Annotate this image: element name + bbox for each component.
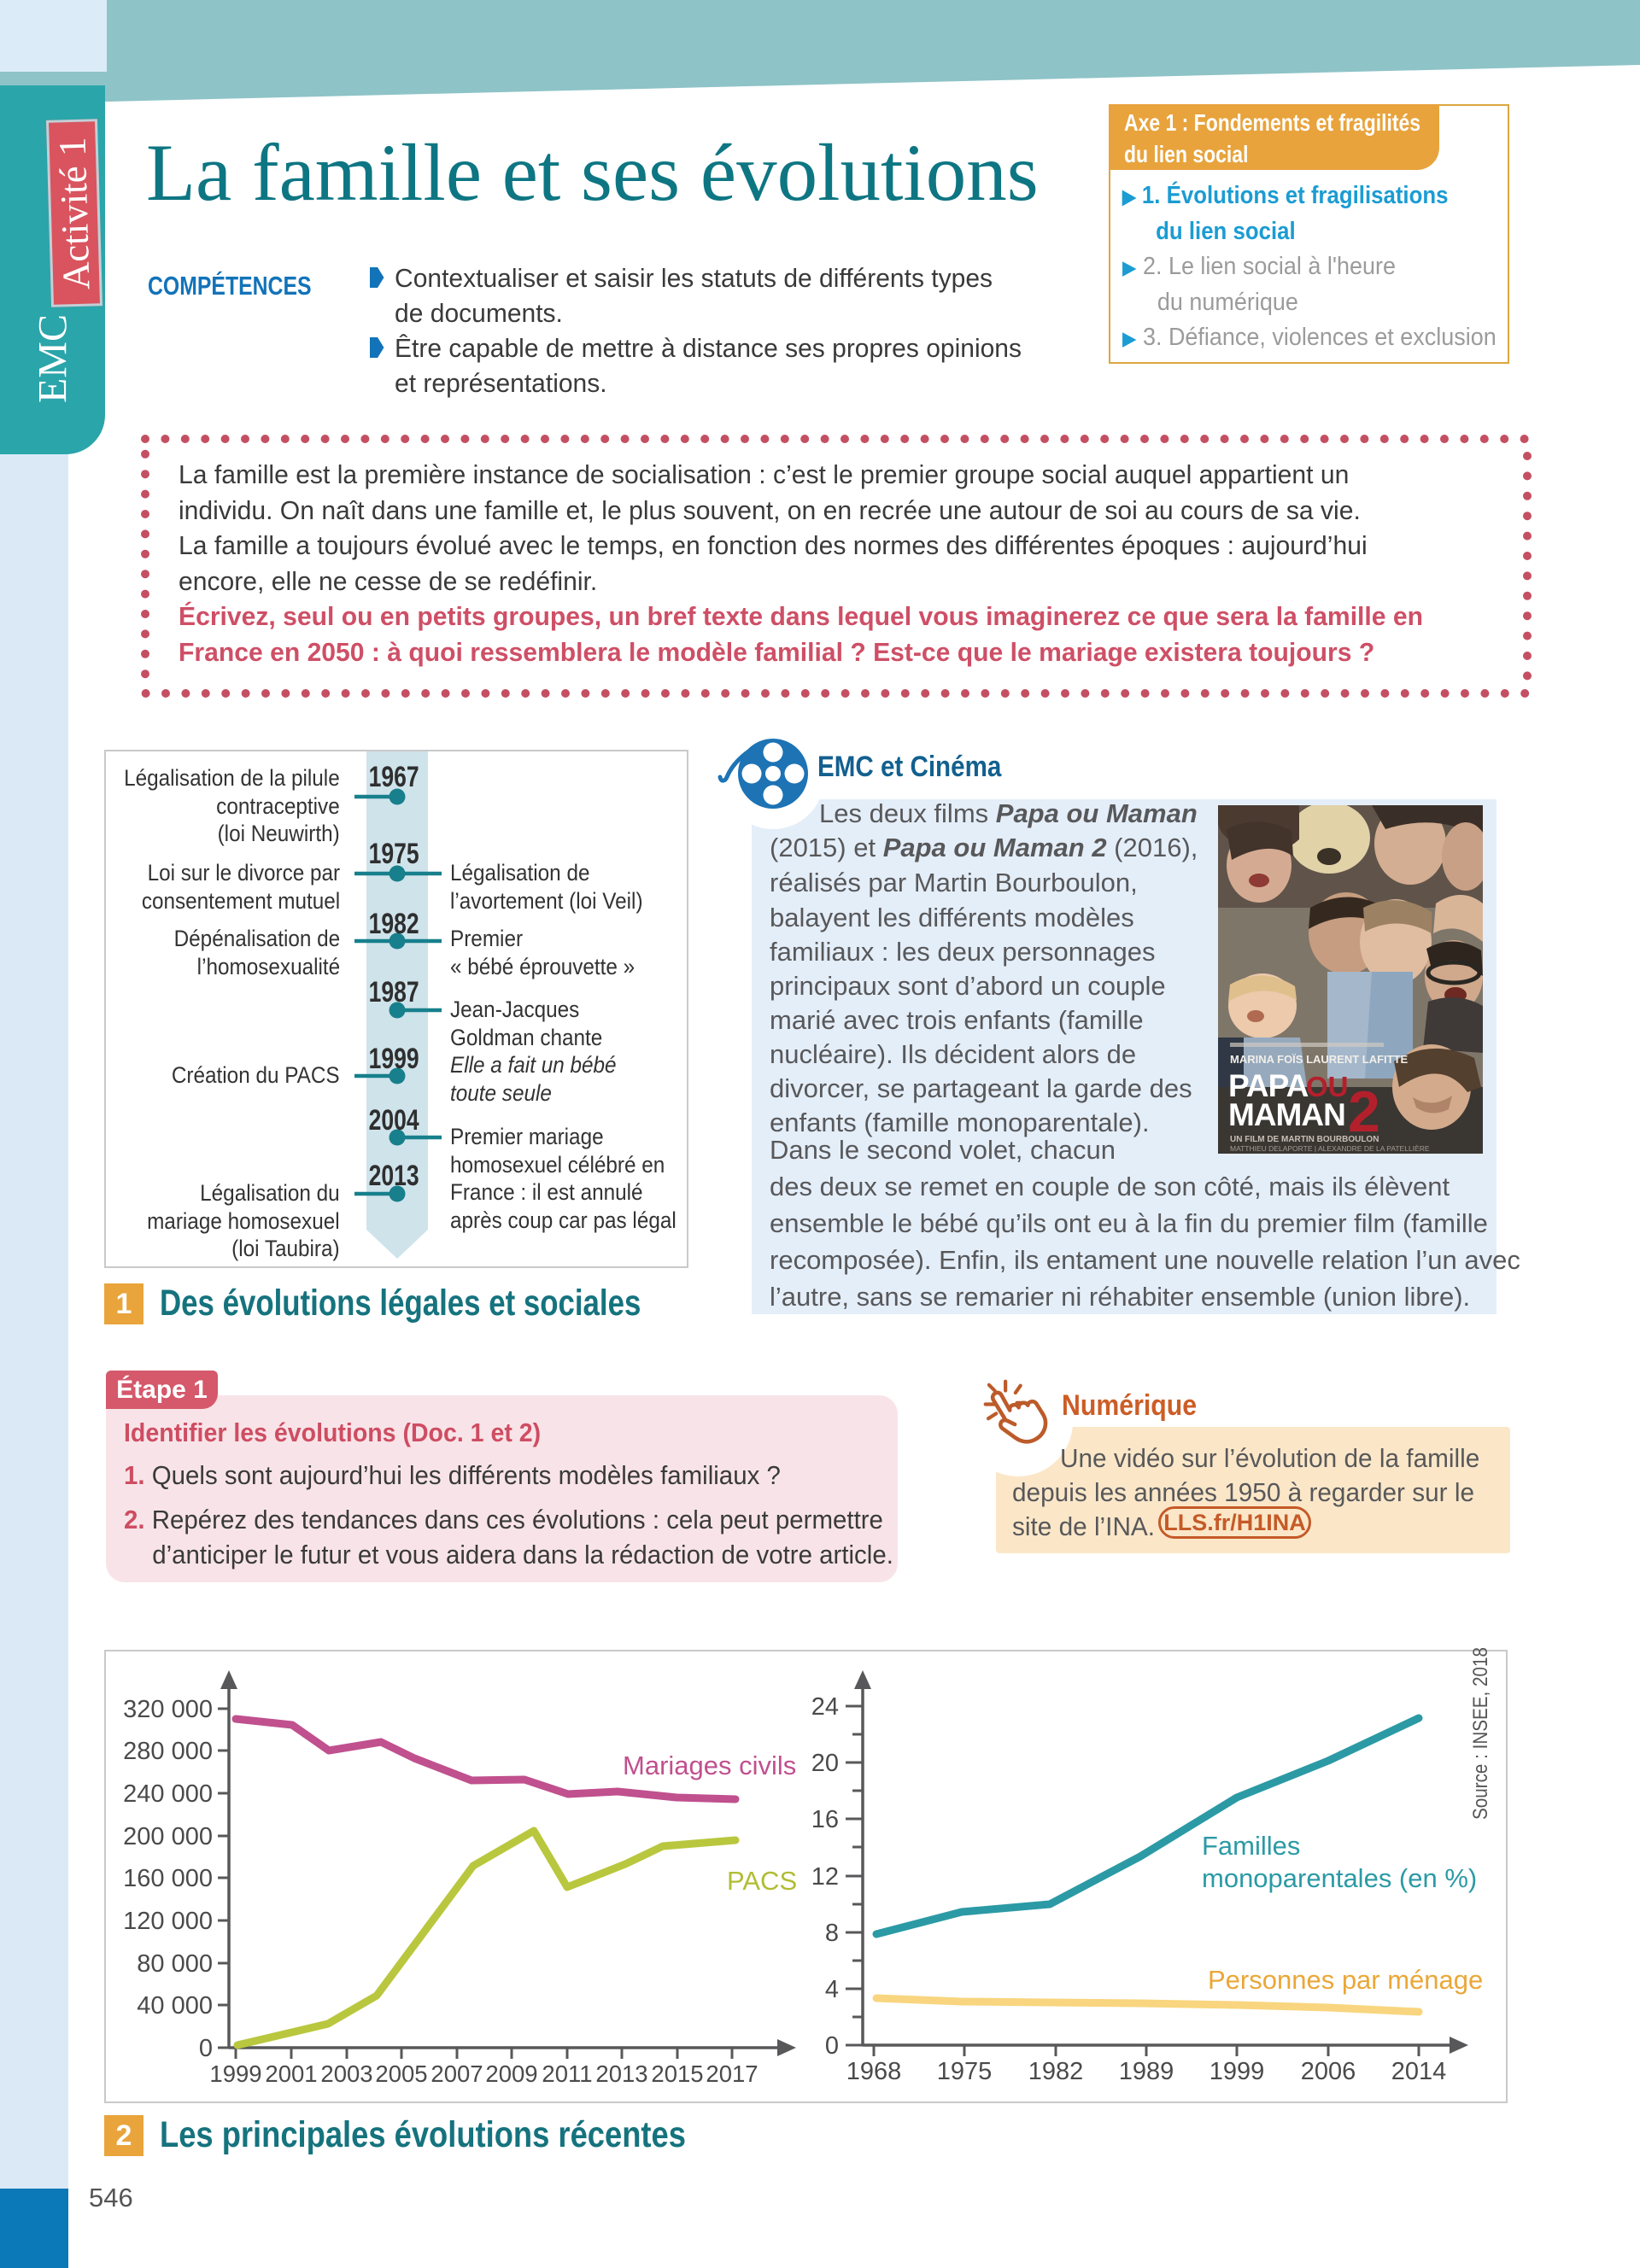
svg-text:1999: 1999 <box>1210 2058 1265 2085</box>
svg-text:200 000: 200 000 <box>123 1823 213 1850</box>
svg-text:2007: 2007 <box>430 2060 483 2087</box>
svg-text:OU: OU <box>1306 1071 1349 1102</box>
svg-text:1999: 1999 <box>209 2060 261 2087</box>
svg-text:40 000: 40 000 <box>137 1992 213 2020</box>
svg-text:160 000: 160 000 <box>123 1865 213 1892</box>
svg-text:Personnes par ménage: Personnes par ménage <box>1208 1965 1483 1995</box>
svg-text:PAPA: PAPA <box>1228 1068 1309 1103</box>
svg-text:MARINA FOÏS LAURENT LAFITTE: MARINA FOÏS LAURENT LAFITTE <box>1230 1053 1409 1066</box>
svg-text:80 000: 80 000 <box>137 1950 213 1978</box>
svg-text:2003: 2003 <box>320 2060 372 2087</box>
svg-text:1982: 1982 <box>1028 2058 1084 2085</box>
svg-text:8: 8 <box>825 1920 839 1947</box>
svg-text:120 000: 120 000 <box>123 1908 213 1935</box>
svg-text:20: 20 <box>811 1750 839 1777</box>
svg-text:1989: 1989 <box>1119 2058 1174 2085</box>
svg-text:MAMAN: MAMAN <box>1228 1097 1345 1132</box>
svg-text:280 000: 280 000 <box>123 1738 213 1765</box>
svg-text:UN FILM DE MARTIN BOURBOULON: UN FILM DE MARTIN BOURBOULON <box>1230 1135 1379 1144</box>
svg-text:12: 12 <box>811 1863 839 1891</box>
svg-text:1975: 1975 <box>937 2058 993 2085</box>
svg-text:2006: 2006 <box>1301 2058 1356 2085</box>
svg-text:2009: 2009 <box>485 2060 537 2087</box>
svg-text:PACS: PACS <box>727 1866 797 1896</box>
svg-text:Mariages civils: Mariages civils <box>623 1751 796 1780</box>
svg-text:2011: 2011 <box>542 2060 592 2087</box>
svg-text:0: 0 <box>825 2032 839 2060</box>
svg-text:2013: 2013 <box>595 2060 647 2087</box>
svg-text:1968: 1968 <box>846 2058 902 2085</box>
svg-text:16: 16 <box>811 1806 839 1833</box>
svg-text:2015: 2015 <box>651 2060 703 2087</box>
svg-text:2005: 2005 <box>375 2060 427 2087</box>
svg-text:4: 4 <box>825 1976 839 2003</box>
svg-text:2017: 2017 <box>706 2060 758 2087</box>
svg-text:240 000: 240 000 <box>123 1780 213 1808</box>
svg-text:monoparentales (en %): monoparentales (en %) <box>1202 1863 1477 1893</box>
svg-text:320 000: 320 000 <box>123 1696 213 1723</box>
svg-text:MATTHIEU DELAPORTE | ALEXANDRE: MATTHIEU DELAPORTE | ALEXANDRE DE LA PAT… <box>1230 1144 1430 1153</box>
svg-text:2: 2 <box>1348 1079 1380 1144</box>
svg-text:Familles: Familles <box>1202 1831 1300 1861</box>
svg-text:24: 24 <box>811 1693 839 1721</box>
svg-text:2001: 2001 <box>265 2060 317 2087</box>
svg-text:2014: 2014 <box>1391 2058 1447 2085</box>
svg-text:0: 0 <box>199 2035 213 2062</box>
